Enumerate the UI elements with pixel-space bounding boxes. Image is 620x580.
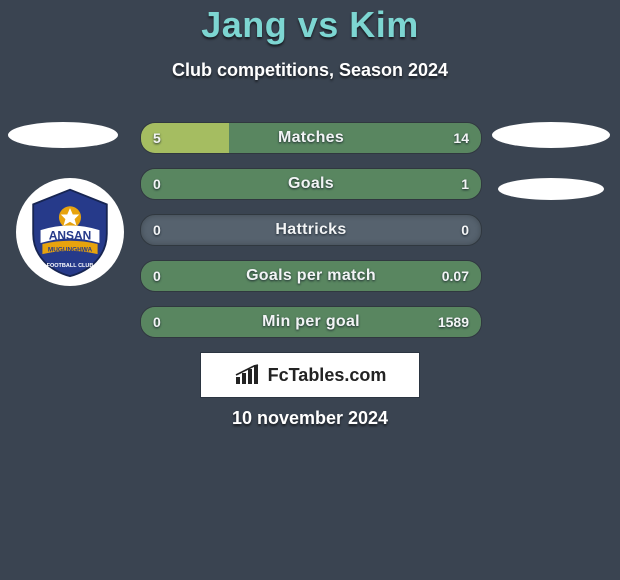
stat-row-goals-per-match: 0 Goals per match 0.07 [140, 260, 482, 292]
brand-panel[interactable]: FcTables.com [200, 352, 420, 398]
page-subtitle: Club competitions, Season 2024 [0, 60, 620, 81]
stat-value-right: 1 [461, 169, 469, 199]
player-right-ellipse-2 [498, 178, 604, 200]
badge-footer-text: FOOTBALL CLUB [47, 263, 94, 269]
stat-bars: 5 Matches 14 0 Goals 1 0 Hattricks 0 0 G… [140, 122, 480, 352]
stat-value-right: 0 [461, 215, 469, 245]
stat-label: Hattricks [141, 215, 481, 245]
stat-label: Goals per match [141, 261, 481, 291]
player-right-ellipse-1 [492, 122, 610, 148]
stat-label: Min per goal [141, 307, 481, 337]
page-title: Jang vs Kim [0, 4, 620, 46]
bar-chart-icon [234, 364, 260, 386]
club-badge: ANSAN MUGUNGHWA FOOTBALL CLUB [16, 178, 124, 286]
stat-value-right: 1589 [438, 307, 469, 337]
stat-value-right: 0.07 [442, 261, 469, 291]
brand-text: FcTables.com [268, 365, 387, 386]
generation-date: 10 november 2024 [0, 408, 620, 429]
stat-row-matches: 5 Matches 14 [140, 122, 482, 154]
badge-top-text: ANSAN [49, 228, 92, 242]
player-left-ellipse [8, 122, 118, 148]
stat-row-min-per-goal: 0 Min per goal 1589 [140, 306, 482, 338]
stat-row-goals: 0 Goals 1 [140, 168, 482, 200]
stat-label: Goals [141, 169, 481, 199]
stat-value-right: 14 [453, 123, 469, 153]
club-badge-icon: ANSAN MUGUNGHWA FOOTBALL CLUB [24, 186, 116, 278]
stat-label: Matches [141, 123, 481, 153]
badge-bottom-text: MUGUNGHWA [48, 246, 93, 253]
stat-row-hattricks: 0 Hattricks 0 [140, 214, 482, 246]
